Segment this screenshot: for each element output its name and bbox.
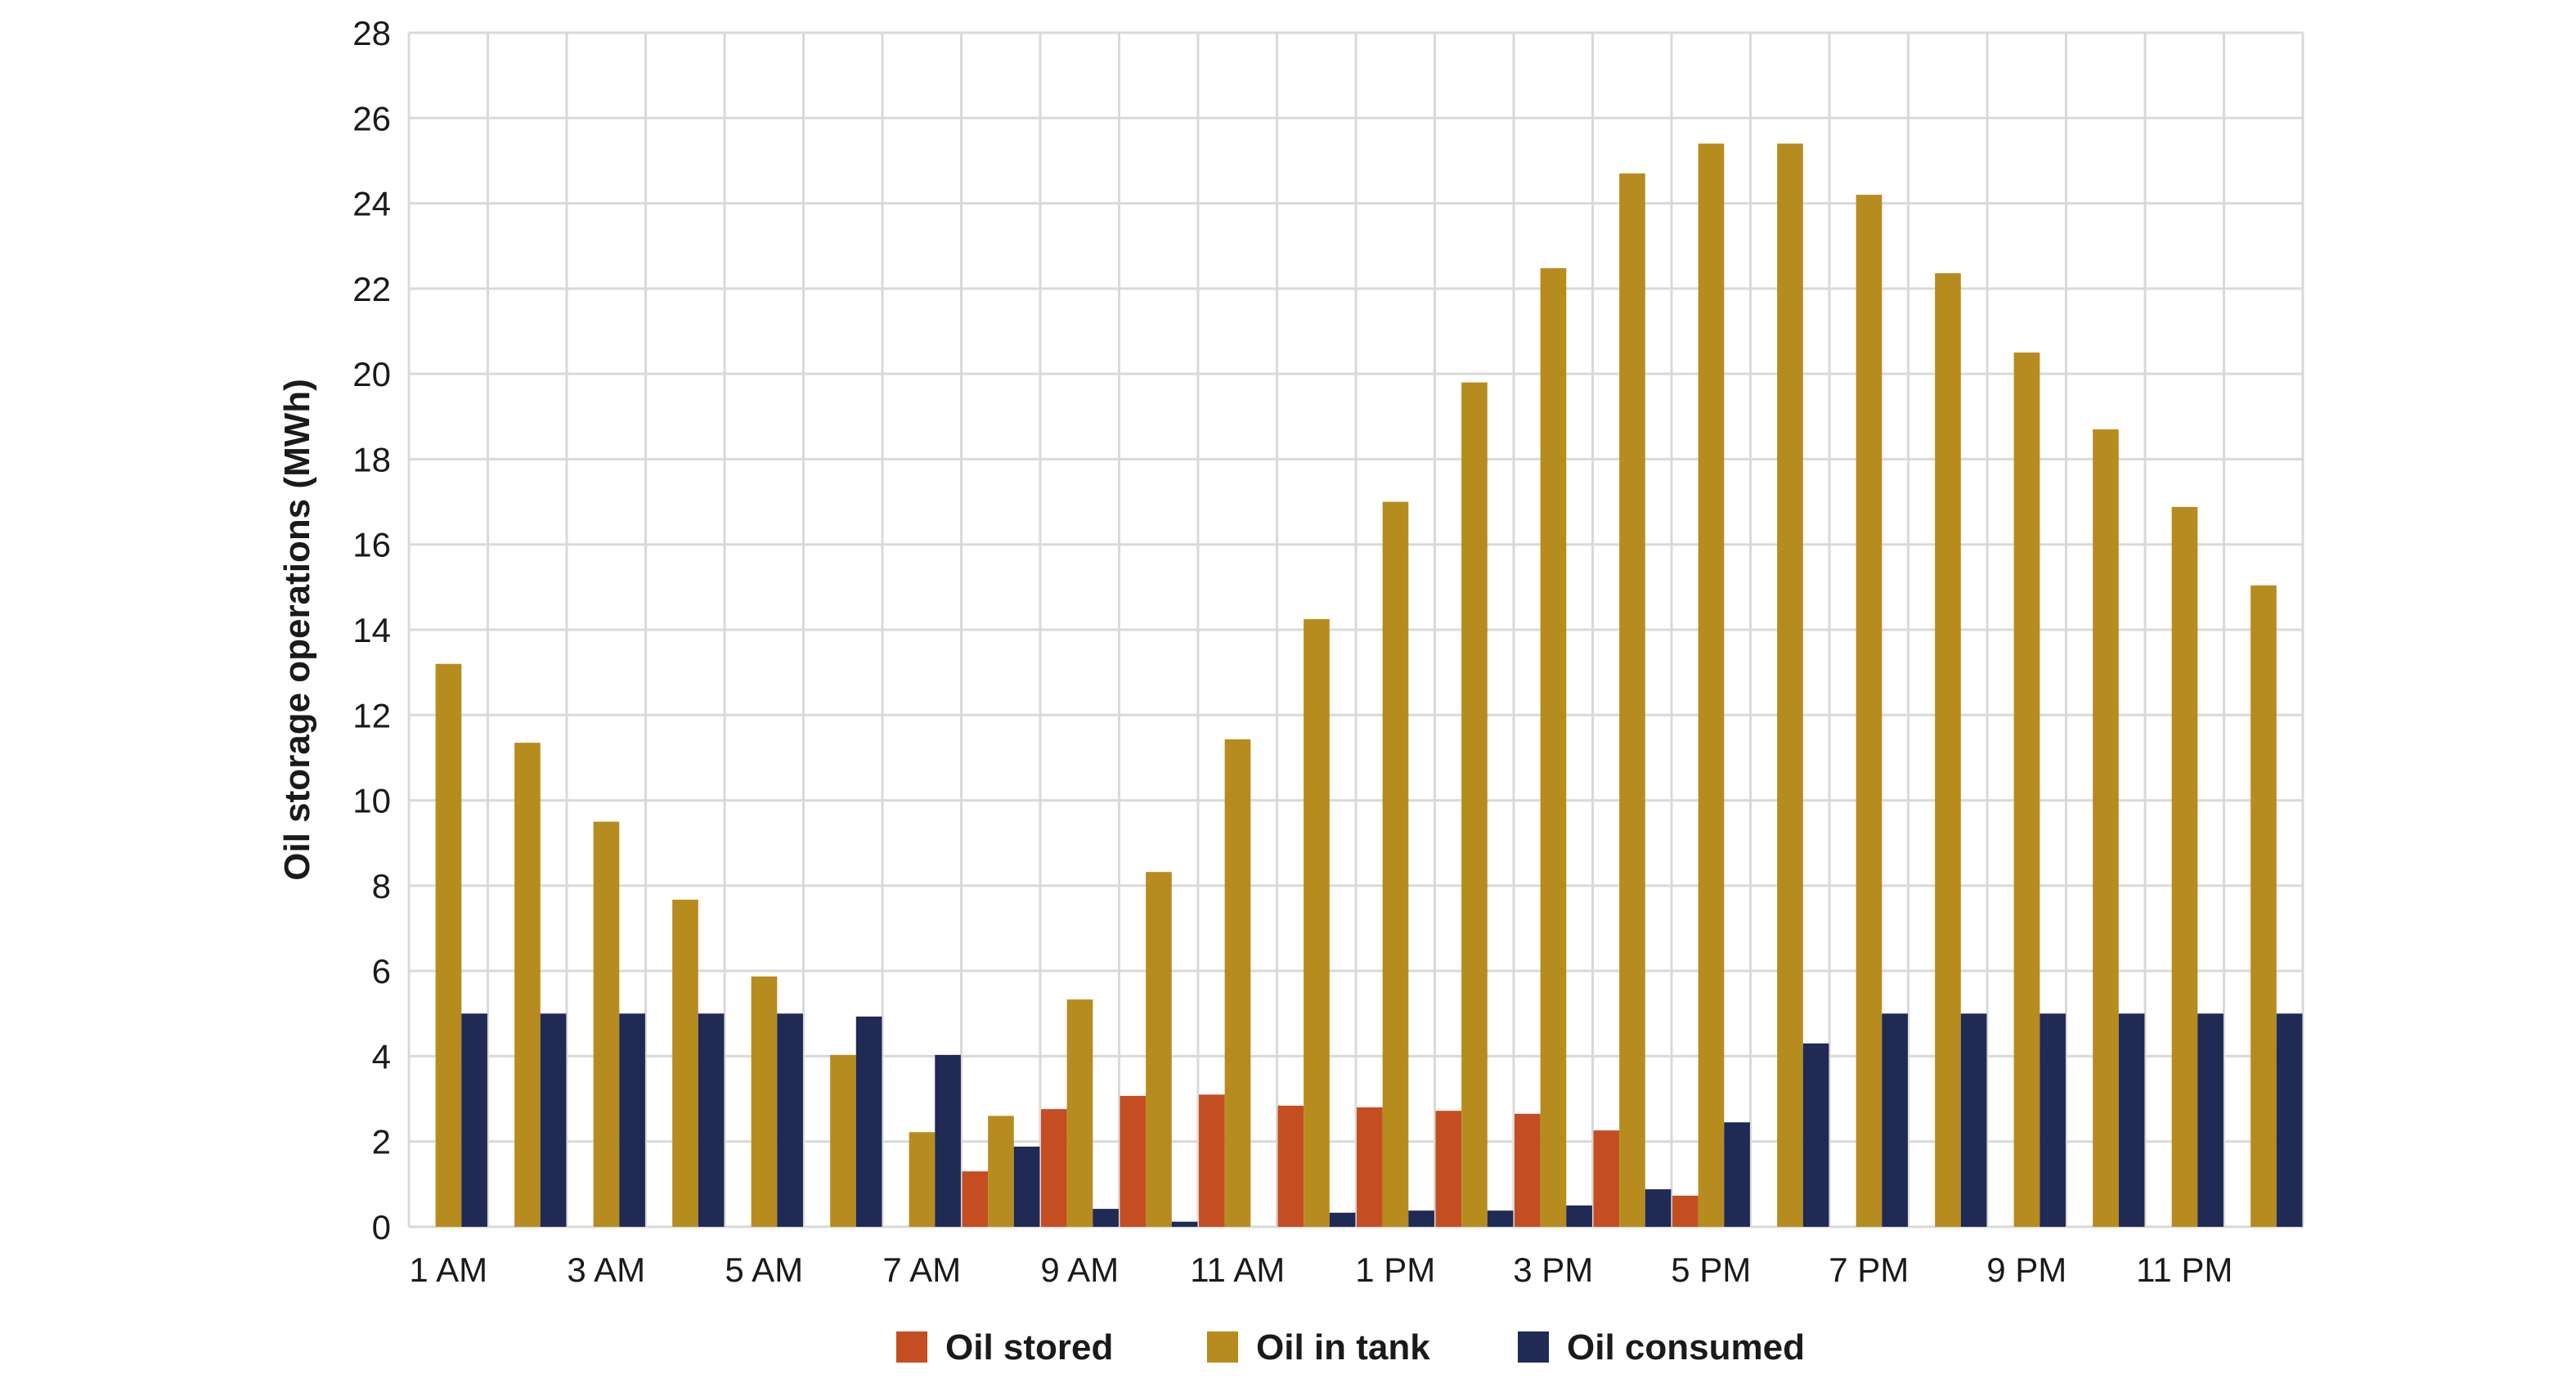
y-tick-label: 18 xyxy=(352,440,391,478)
bar-oil-in-tank xyxy=(1304,618,1330,1227)
bar-oil-consumed xyxy=(2040,1013,2066,1227)
y-tick-label: 20 xyxy=(352,355,391,393)
bar-oil-consumed xyxy=(777,1013,803,1227)
y-tick-label: 26 xyxy=(352,99,391,137)
bar-oil-in-tank xyxy=(514,743,541,1227)
gridlines xyxy=(407,31,2304,1228)
bar-oil-in-tank xyxy=(2251,585,2277,1227)
bar-oil-stored xyxy=(1041,1109,1067,1227)
x-tick-label: 7 PM xyxy=(1829,1251,1909,1289)
x-tick-label: 9 PM xyxy=(1986,1251,2067,1289)
y-tick-label: 12 xyxy=(352,696,391,734)
bar-oil-in-tank xyxy=(751,976,778,1227)
x-tick-label: 11 AM xyxy=(1190,1251,1285,1289)
x-tick-label: 3 AM xyxy=(567,1251,645,1289)
y-tick-label: 4 xyxy=(372,1037,391,1075)
bar-oil-consumed xyxy=(1960,1013,1987,1227)
x-tick-label: 5 AM xyxy=(725,1251,803,1289)
legend-swatch xyxy=(1518,1331,1549,1363)
bar-oil-consumed xyxy=(698,1013,725,1227)
legend-swatch xyxy=(896,1331,927,1363)
x-tick-label: 3 PM xyxy=(1513,1251,1593,1289)
bar-oil-in-tank xyxy=(1224,739,1251,1227)
y-tick-label: 24 xyxy=(352,185,391,223)
bar-oil-consumed xyxy=(1408,1210,1434,1227)
bar-oil-in-tank xyxy=(672,900,698,1227)
bar-oil-in-tank xyxy=(1382,501,1409,1227)
bar-oil-stored xyxy=(1672,1195,1699,1227)
bar-oil-consumed xyxy=(1645,1189,1672,1227)
bar-oil-stored xyxy=(1435,1111,1462,1227)
x-tick-label: 7 AM xyxy=(882,1251,961,1289)
bar-oil-stored xyxy=(1593,1130,1620,1227)
y-tick-label: 2 xyxy=(372,1123,391,1161)
bar-oil-in-tank xyxy=(2013,352,2040,1228)
bar-oil-stored xyxy=(1515,1113,1541,1227)
y-tick-label: 28 xyxy=(352,14,391,52)
bar-oil-in-tank xyxy=(1935,273,1961,1228)
bar-oil-in-tank xyxy=(1540,267,1567,1227)
y-tick-label: 16 xyxy=(352,526,391,564)
bar-oil-consumed xyxy=(1329,1212,1356,1227)
legend-label: Oil in tank xyxy=(1256,1327,1430,1367)
bar-oil-in-tank xyxy=(909,1132,936,1227)
bar-oil-stored xyxy=(1277,1105,1304,1227)
bars xyxy=(435,143,2303,1228)
bar-oil-consumed xyxy=(1724,1122,1750,1227)
bar-oil-stored xyxy=(962,1171,989,1227)
bar-oil-stored xyxy=(1120,1095,1147,1227)
bar-oil-consumed xyxy=(461,1013,487,1227)
bar-oil-in-tank xyxy=(1461,382,1488,1228)
bar-oil-in-tank xyxy=(2171,506,2198,1227)
bar-oil-consumed xyxy=(1802,1043,1829,1227)
bar-oil-consumed xyxy=(1487,1210,1514,1227)
y-tick-label: 10 xyxy=(352,782,391,820)
bar-oil-in-tank xyxy=(593,821,620,1227)
y-tick-label: 6 xyxy=(372,952,391,990)
bar-oil-in-tank xyxy=(1777,143,1803,1228)
bar-oil-in-tank xyxy=(1698,143,1725,1228)
bar-oil-stored xyxy=(1357,1107,1383,1227)
bar-oil-in-tank xyxy=(988,1116,1014,1227)
legend-label: Oil stored xyxy=(945,1327,1113,1367)
x-tick-label: 1 AM xyxy=(409,1251,487,1289)
bar-oil-consumed xyxy=(2276,1013,2303,1227)
bar-oil-consumed xyxy=(619,1013,645,1227)
bar-oil-consumed xyxy=(2118,1013,2145,1227)
legend: Oil stored Oil in tank Oil consumed xyxy=(896,1327,1805,1367)
x-tick-label: 11 PM xyxy=(2136,1251,2233,1289)
bar-oil-in-tank xyxy=(1856,195,1883,1228)
bar-oil-consumed xyxy=(1566,1205,1592,1227)
x-tick-label: 1 PM xyxy=(1355,1251,1435,1289)
x-tick-label: 9 AM xyxy=(1040,1251,1119,1289)
legend-swatch xyxy=(1207,1331,1238,1363)
bar-oil-consumed xyxy=(1093,1209,1119,1227)
y-tick-label: 0 xyxy=(372,1208,391,1246)
x-tick-label: 5 PM xyxy=(1671,1251,1751,1289)
bar-oil-consumed xyxy=(1013,1146,1040,1227)
bar-oil-in-tank xyxy=(2093,429,2119,1227)
y-tick-label: 22 xyxy=(352,270,391,308)
bar-oil-consumed xyxy=(935,1054,961,1227)
bar-oil-consumed xyxy=(1171,1221,1198,1227)
bar-oil-consumed xyxy=(1882,1013,1908,1227)
bar-oil-in-tank xyxy=(1146,872,1172,1227)
bar-oil-in-tank xyxy=(435,663,462,1227)
x-tick-labels: 1 AM 3 AM 5 AM 7 AM 9 AM 11 AM 1 PM 3 PM 5 PM 7 P… xyxy=(409,1251,2233,1289)
y-tick-label: 14 xyxy=(352,611,391,649)
bar-oil-consumed xyxy=(2197,1013,2224,1227)
bar-oil-in-tank xyxy=(1066,999,1093,1227)
bar-oil-in-tank xyxy=(830,1054,856,1227)
legend-label: Oil consumed xyxy=(1567,1327,1805,1367)
bar-oil-consumed xyxy=(540,1013,567,1227)
bar-oil-in-tank xyxy=(1619,173,1645,1228)
y-tick-label: 8 xyxy=(372,867,391,905)
bar-oil-consumed xyxy=(855,1016,882,1227)
bar-oil-stored xyxy=(1199,1094,1225,1227)
y-axis-label: Oil storage operations (MWh) xyxy=(277,379,317,881)
